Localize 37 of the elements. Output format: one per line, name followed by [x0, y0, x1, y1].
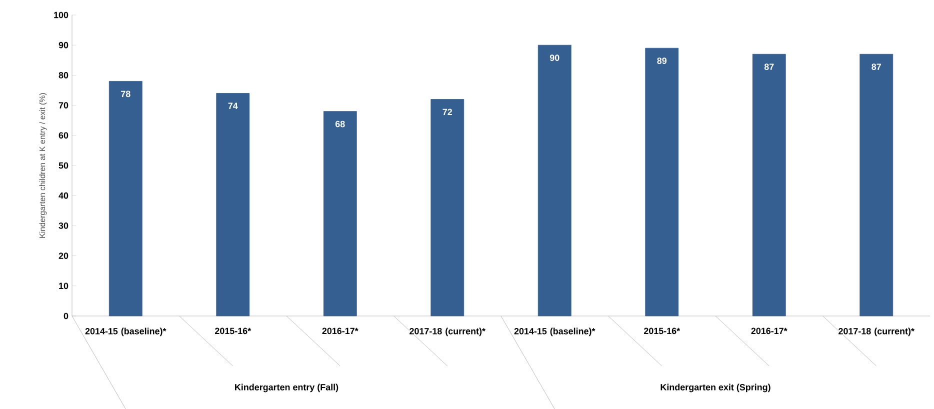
- y-tick-label: 60: [58, 132, 68, 138]
- data-label: 72: [442, 108, 452, 115]
- y-tick-label: 30: [58, 222, 68, 229]
- bar: [430, 98, 464, 316]
- data-label: 78: [121, 90, 130, 97]
- x-tick-label: 2015-16*: [644, 328, 680, 334]
- x-tick-label: 2016-17*: [751, 328, 788, 334]
- y-tick-label: 20: [58, 252, 68, 259]
- text: Kindergarten entry (Fall): [235, 384, 338, 392]
- y-tick-label: 50: [58, 162, 68, 169]
- bar: [645, 48, 679, 316]
- data-label: 68: [335, 120, 345, 128]
- y-tick-label: 10: [59, 282, 68, 289]
- x-tick-label: 2015-16*: [214, 328, 252, 334]
- data-label: 90: [550, 54, 560, 61]
- y-tick-label: 80: [58, 72, 68, 78]
- y-tick-label: 70: [58, 102, 68, 108]
- text: Kindergarten exit (Spring): [660, 384, 770, 392]
- x-tick-label: 2016-17*: [322, 328, 358, 334]
- x-tick-label: 2014-15 (baseline)*: [85, 328, 166, 336]
- bar: [323, 111, 357, 316]
- bar: [538, 44, 572, 316]
- bar: [752, 54, 786, 316]
- data-label: 74: [228, 102, 238, 109]
- data-label: 87: [764, 64, 774, 70]
- y-tick-label: 40: [58, 192, 68, 199]
- x-tick-label: 2014-15 (baseline)*: [514, 328, 596, 336]
- x-tick-label: 2017-18 (current)*: [838, 328, 914, 336]
- x-tick-label: 2017-18 (current)*: [410, 328, 486, 336]
- data-label: 87: [872, 64, 881, 70]
- bar: [216, 92, 250, 316]
- data-label: 89: [657, 58, 667, 64]
- y-tick-label: 0: [64, 312, 68, 320]
- bar: [108, 80, 142, 316]
- bar: [860, 54, 894, 316]
- y-tick-label: 90: [58, 42, 68, 48]
- y-tick-label: 100: [54, 12, 68, 18]
